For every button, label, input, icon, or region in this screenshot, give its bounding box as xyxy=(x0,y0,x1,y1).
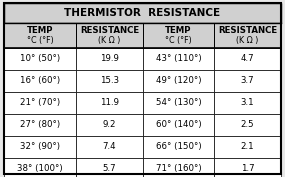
Text: RESISTANCE: RESISTANCE xyxy=(80,26,139,35)
Bar xyxy=(76,48,142,70)
Text: 9.2: 9.2 xyxy=(103,120,116,129)
Text: 4.7: 4.7 xyxy=(241,54,255,63)
Text: 2.1: 2.1 xyxy=(241,142,255,151)
Bar xyxy=(142,92,214,114)
Text: 3.7: 3.7 xyxy=(241,76,255,85)
Text: 21° (70°): 21° (70°) xyxy=(20,98,60,107)
Text: 32° (90°): 32° (90°) xyxy=(20,142,60,151)
Bar xyxy=(76,92,142,114)
Text: 27° (80°): 27° (80°) xyxy=(20,120,60,129)
Bar xyxy=(214,114,281,136)
Text: 1.7: 1.7 xyxy=(241,164,255,173)
Bar xyxy=(76,136,142,158)
Text: 2.5: 2.5 xyxy=(241,120,255,129)
Text: 15.3: 15.3 xyxy=(100,76,119,85)
Text: 10° (50°): 10° (50°) xyxy=(20,54,60,63)
Bar xyxy=(4,48,76,70)
Bar xyxy=(214,48,281,70)
Bar xyxy=(4,92,76,114)
Text: 19.9: 19.9 xyxy=(100,54,119,63)
Bar xyxy=(4,136,76,158)
Bar xyxy=(142,114,214,136)
Text: 66° (150°): 66° (150°) xyxy=(156,142,201,151)
Text: 49° (120°): 49° (120°) xyxy=(156,76,201,85)
Text: TEMP: TEMP xyxy=(27,26,54,35)
Text: 11.9: 11.9 xyxy=(100,98,119,107)
Bar xyxy=(214,158,281,177)
Bar xyxy=(4,114,76,136)
Text: 60° (140°): 60° (140°) xyxy=(156,120,201,129)
Bar xyxy=(142,158,214,177)
Bar xyxy=(4,158,76,177)
Text: 54° (130°): 54° (130°) xyxy=(156,98,201,107)
Bar xyxy=(214,92,281,114)
Text: 38° (100°): 38° (100°) xyxy=(17,164,63,173)
Text: 16° (60°): 16° (60°) xyxy=(20,76,60,85)
Bar xyxy=(76,114,142,136)
Text: RESISTANCE: RESISTANCE xyxy=(218,26,277,35)
Text: 71° (160°): 71° (160°) xyxy=(156,164,201,173)
Bar xyxy=(4,23,76,48)
Text: 43° (110°): 43° (110°) xyxy=(156,54,201,63)
Bar xyxy=(4,70,76,92)
Bar xyxy=(214,70,281,92)
Text: THERMISTOR  RESISTANCE: THERMISTOR RESISTANCE xyxy=(64,8,221,18)
Bar xyxy=(142,136,214,158)
Bar xyxy=(214,23,281,48)
Bar xyxy=(142,23,214,48)
Bar xyxy=(214,136,281,158)
Text: TEMP: TEMP xyxy=(165,26,192,35)
Text: 3.1: 3.1 xyxy=(241,98,255,107)
Text: 7.4: 7.4 xyxy=(103,142,116,151)
Bar xyxy=(4,3,281,23)
Bar xyxy=(142,70,214,92)
Text: °C (°F): °C (°F) xyxy=(165,36,192,45)
Bar xyxy=(76,70,142,92)
Text: 5.7: 5.7 xyxy=(103,164,116,173)
Bar xyxy=(142,48,214,70)
Text: (K Ω ): (K Ω ) xyxy=(236,36,259,45)
Bar xyxy=(76,158,142,177)
Text: °C (°F): °C (°F) xyxy=(27,36,54,45)
Text: (K Ω ): (K Ω ) xyxy=(98,36,121,45)
Bar xyxy=(76,23,142,48)
